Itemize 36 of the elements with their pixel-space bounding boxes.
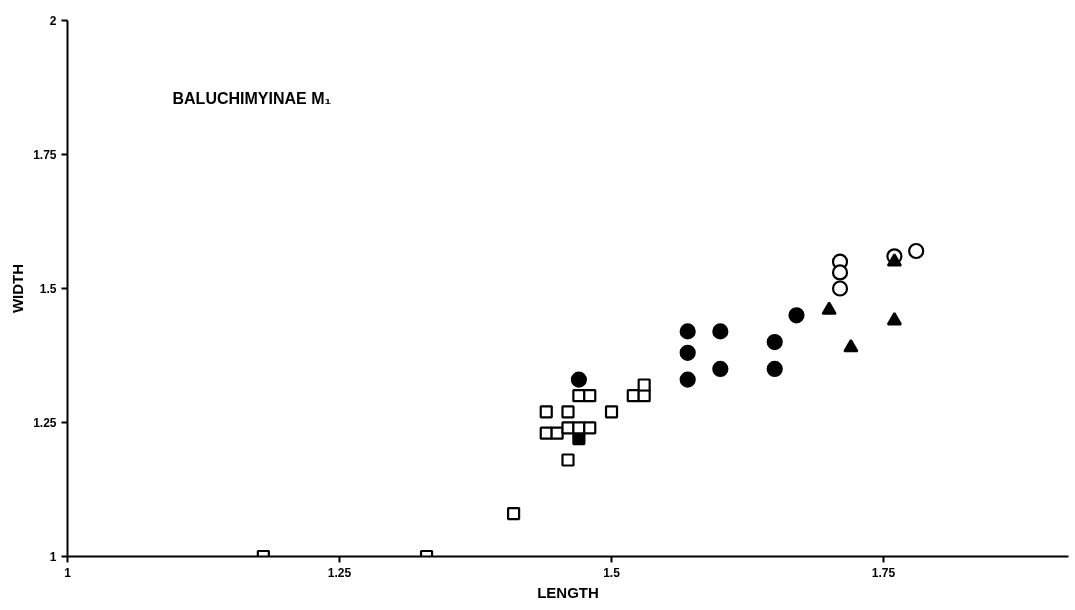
point [831,264,849,281]
point [766,360,783,377]
point [561,405,575,419]
x-tick-label: 1 [64,565,72,580]
point [712,360,729,377]
y-axis-title: WIDTH [9,263,27,314]
annotation: BALUCHIMYINAE M₁ [172,89,332,107]
y-tick-label: 1 [49,550,57,564]
y-tick-label: 1.5 [39,282,57,296]
x-axis-title: LENGTH [537,583,599,601]
x-tick-label: 1.25 [327,565,352,580]
point [908,242,925,260]
y-tick-label: 2 [49,14,57,28]
point [886,312,903,326]
point [843,338,859,353]
y-tick-label: 1.25 [33,416,57,430]
point [679,323,696,340]
point [821,301,837,315]
point [539,405,553,419]
point [712,323,729,340]
point [679,371,696,388]
point [886,253,903,267]
point [679,344,696,361]
point [604,405,619,419]
point [583,421,597,435]
point [831,280,849,297]
point [637,378,651,392]
y-tick-label: 1.75 [33,148,57,162]
point [570,371,587,388]
point [561,453,575,467]
point [583,389,597,403]
x-tick-label: 1.5 [603,565,621,580]
point [766,334,783,351]
point [507,507,521,521]
point [788,307,805,324]
x-tick-label: 1.75 [871,565,896,580]
